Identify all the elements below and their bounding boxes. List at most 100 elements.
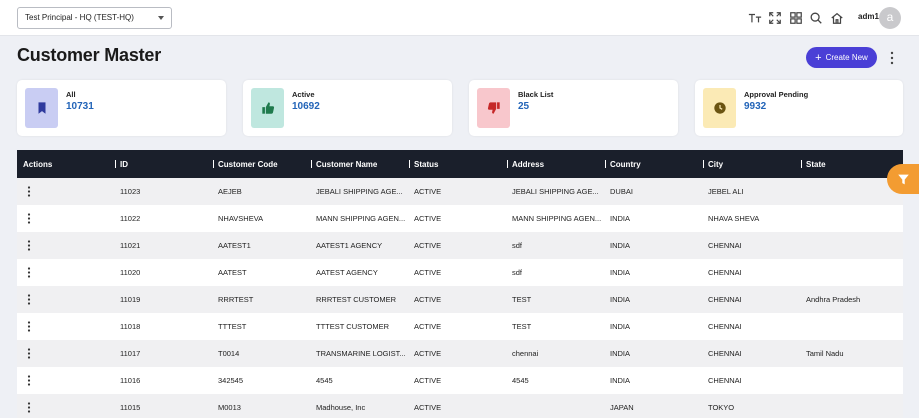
summary-card-approval-pending[interactable]: Approval Pending 9932: [695, 80, 903, 136]
row-actions-icon[interactable]: [27, 294, 31, 305]
summary-card-all[interactable]: All 10731: [17, 80, 226, 136]
principal-select-value: Test Principal - HQ (TEST-HQ): [25, 13, 134, 22]
table-cell: AATEST AGENCY: [316, 268, 378, 277]
table-cell: ACTIVE: [414, 241, 442, 250]
username-label: adm1: [858, 12, 879, 21]
row-actions-icon[interactable]: [27, 186, 31, 197]
column-header-address[interactable]: Address: [507, 160, 544, 169]
card-label: Black List: [518, 90, 554, 99]
row-actions-icon[interactable]: [27, 213, 31, 224]
table-cell: 11022: [120, 214, 141, 223]
table-cell: MANN SHIPPING AGEN...: [512, 214, 602, 223]
table-cell: INDIA: [610, 349, 631, 358]
table-cell: ACTIVE: [414, 376, 442, 385]
summary-card-black-list[interactable]: Black List 25: [469, 80, 678, 136]
row-actions-icon[interactable]: [27, 375, 31, 386]
table-header: Actions ID Customer Code Customer Name S…: [17, 150, 903, 178]
column-header-id[interactable]: ID: [115, 160, 128, 169]
table-cell: 11015: [120, 403, 141, 412]
table-cell: TRANSMARINE LOGIST...: [316, 349, 406, 358]
table-cell: TEST: [512, 295, 532, 304]
table-row[interactable]: 11023 AEJEB JEBALI SHIPPING AGE... ACTIVE JE…: [17, 178, 903, 205]
card-icon-box: [251, 88, 284, 128]
table-cell: Tamil Nadu: [806, 349, 844, 358]
column-header-country[interactable]: Country: [605, 160, 641, 169]
column-header-customer-code[interactable]: Customer Code: [213, 160, 278, 169]
table-row[interactable]: 11016 342545 4545 ACTIVE 4545 INDIA CHENNAI: [17, 367, 903, 394]
table-cell: 11018: [120, 322, 141, 331]
table-cell: CHENNAI: [708, 268, 742, 277]
table-cell: INDIA: [610, 214, 631, 223]
summary-card-active[interactable]: Active 10692: [243, 80, 452, 136]
search-icon[interactable]: [809, 11, 823, 25]
fullscreen-icon[interactable]: [768, 11, 782, 25]
card-icon-box: [703, 88, 736, 128]
table-cell: CHENNAI: [708, 295, 742, 304]
filter-button[interactable]: [887, 164, 919, 194]
more-vertical-icon[interactable]: [889, 51, 895, 65]
column-header-city[interactable]: City: [703, 160, 723, 169]
row-actions-icon[interactable]: [27, 240, 31, 251]
table-cell: JEBALI SHIPPING AGE...: [512, 187, 599, 196]
table-cell: sdf: [512, 268, 523, 277]
card-value: 9932: [744, 101, 767, 112]
table-cell: RRRTEST CUSTOMER: [316, 295, 397, 304]
table-cell: RRRTEST: [218, 295, 254, 304]
table-row[interactable]: 11022 NHAVSHEVA MANN SHIPPING AGEN... ACTIV…: [17, 205, 903, 232]
filter-icon: [897, 174, 909, 184]
table-cell: 11017: [120, 349, 141, 358]
card-value: 10731: [66, 101, 94, 112]
table-cell: INDIA: [610, 268, 631, 277]
table-cell: NHAVSHEVA: [218, 214, 264, 223]
row-actions-icon[interactable]: [27, 348, 31, 359]
table-cell: 11016: [120, 376, 141, 385]
table-cell: TOKYO: [708, 403, 735, 412]
avatar[interactable]: a: [879, 7, 901, 29]
card-label: All: [66, 90, 76, 99]
table-cell: TTTEST: [218, 322, 247, 331]
table-cell: TTTEST CUSTOMER: [316, 322, 390, 331]
row-actions-icon[interactable]: [27, 402, 31, 413]
table-cell: 11023: [120, 187, 141, 196]
table-cell: INDIA: [610, 322, 631, 331]
column-header-actions[interactable]: Actions: [23, 160, 53, 169]
table-row[interactable]: 11021 AATEST1 AATEST1 AGENCY ACTIVE sdf INDIA…: [17, 232, 903, 259]
row-actions-icon[interactable]: [27, 267, 31, 278]
text-size-icon[interactable]: [748, 11, 762, 25]
apps-grid-icon[interactable]: [789, 11, 803, 25]
table-row[interactable]: 11019 RRRTEST RRRTEST CUSTOMER ACTIVE TEST IN…: [17, 286, 903, 313]
column-header-customer-name[interactable]: Customer Name: [311, 160, 377, 169]
column-header-status[interactable]: Status: [409, 160, 438, 169]
top-bar: Test Principal - HQ (TEST-HQ) adm1 a: [0, 0, 919, 36]
create-new-label: Create New: [825, 53, 868, 62]
table-cell: 11019: [120, 295, 141, 304]
table-cell: 11020: [120, 268, 141, 277]
card-icon-box: [25, 88, 58, 128]
table-cell: ACTIVE: [414, 268, 442, 277]
table-cell: 342545: [218, 376, 244, 385]
home-icon[interactable]: [830, 11, 844, 25]
column-header-state[interactable]: State: [801, 160, 826, 169]
table-cell: Madhouse, Inc: [316, 403, 366, 412]
thumbs-down-icon: [487, 102, 500, 114]
table-row[interactable]: 11020 AATEST AATEST AGENCY ACTIVE sdf INDIA CH…: [17, 259, 903, 286]
table-cell: ACTIVE: [414, 295, 442, 304]
table-cell: JAPAN: [610, 403, 634, 412]
principal-select[interactable]: Test Principal - HQ (TEST-HQ): [17, 7, 172, 29]
card-label: Active: [292, 90, 315, 99]
table-cell: AATEST1 AGENCY: [316, 241, 383, 250]
clock-icon: [713, 102, 726, 114]
table-cell: INDIA: [610, 376, 631, 385]
create-new-button[interactable]: + Create New: [806, 47, 877, 68]
table-cell: MANN SHIPPING AGEN...: [316, 214, 406, 223]
table-row[interactable]: 11018 TTTEST TTTEST CUSTOMER ACTIVE TEST INDI…: [17, 313, 903, 340]
thumbs-up-icon: [261, 102, 274, 114]
row-actions-icon[interactable]: [27, 321, 31, 332]
table-row[interactable]: 11017 T0014 TRANSMARINE LOGIST... ACTIVE che…: [17, 340, 903, 367]
card-value: 10692: [292, 101, 320, 112]
table-cell: 4545: [512, 376, 529, 385]
table-cell: CHENNAI: [708, 322, 742, 331]
table-row[interactable]: 11015 M0013 Madhouse, Inc ACTIVE JAPAN TOKYO: [17, 394, 903, 418]
card-value: 25: [518, 101, 530, 112]
table-cell: ACTIVE: [414, 322, 442, 331]
